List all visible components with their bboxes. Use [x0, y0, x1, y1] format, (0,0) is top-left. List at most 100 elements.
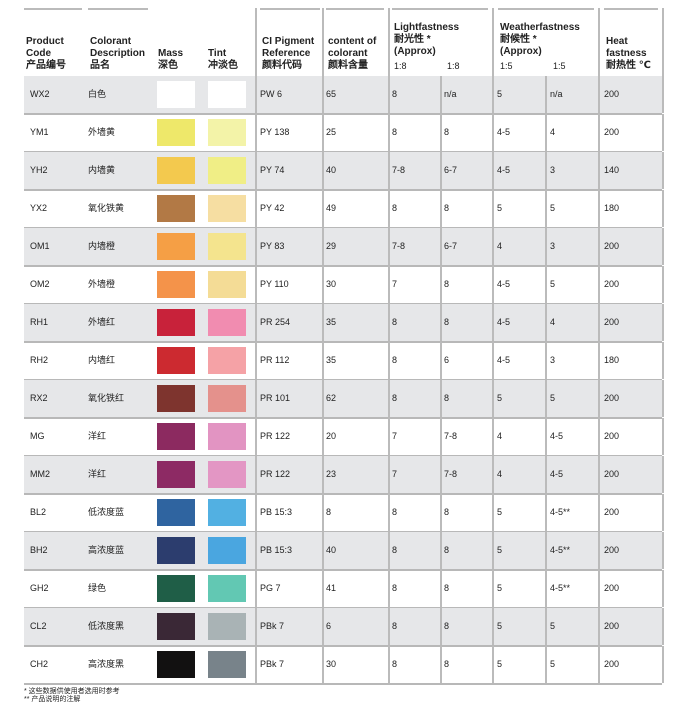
- cell-code: WX2: [30, 89, 50, 99]
- cell-lf1: 8: [392, 89, 398, 99]
- cell-code: CL2: [30, 621, 47, 631]
- cell-wf1: 5: [497, 621, 503, 631]
- mass-swatch: [157, 499, 195, 526]
- cell-code: YH2: [30, 165, 48, 175]
- column-divider: [492, 228, 494, 265]
- header-weather: Weatherfastness 耐候性 * (Approx) 1:5 1:5: [498, 8, 598, 76]
- mass-swatch: [157, 233, 195, 260]
- cell-heat: 200: [604, 241, 620, 251]
- tint-swatch: [208, 651, 246, 678]
- column-divider: [440, 266, 442, 303]
- cell-wf2: 5: [550, 393, 556, 403]
- header-product-line: Product: [26, 36, 64, 47]
- cell-lf2: 7-8: [444, 469, 458, 479]
- header-light-line: 耐光性 *: [394, 34, 431, 45]
- cell-content: 49: [326, 203, 337, 213]
- cell-lf1: 7-8: [392, 241, 406, 251]
- column-divider: [440, 152, 442, 189]
- cell-lf2: n/a: [444, 89, 457, 99]
- header-tint-line: Tint: [208, 48, 227, 59]
- cell-heat: 200: [604, 317, 620, 327]
- cell-ci: PY 83: [260, 241, 285, 251]
- column-divider: [492, 266, 494, 303]
- column-divider: [255, 152, 257, 189]
- tint-swatch: [208, 423, 246, 450]
- cell-wf2: 4: [550, 127, 556, 137]
- column-divider: [255, 646, 257, 683]
- cell-desc: 低浓度黑: [88, 621, 125, 631]
- header-rule: [24, 8, 82, 10]
- header-light-ratio: 1:8: [394, 61, 407, 71]
- table-row: BH2 高浓度蓝 PB 15:3 40 8 8 5 4-5** 200: [24, 532, 664, 571]
- header-colorant-line: Description: [90, 48, 146, 59]
- column-divider: [440, 456, 442, 493]
- column-divider: [662, 114, 664, 151]
- column-divider: [598, 418, 600, 455]
- column-divider: [322, 532, 324, 569]
- column-divider: [492, 608, 494, 645]
- column-divider: [255, 76, 257, 113]
- column-divider: [440, 380, 442, 417]
- cell-content: 35: [326, 317, 337, 327]
- header-weather-line: (Approx): [500, 46, 542, 57]
- column-divider: [545, 570, 547, 607]
- cell-code: MM2: [30, 469, 50, 479]
- cell-desc: 高浓度蓝: [88, 545, 125, 555]
- column-divider: [388, 228, 390, 265]
- cell-content: 25: [326, 127, 337, 137]
- header-heat-line: 耐热性 ℃: [606, 60, 651, 71]
- column-divider: [322, 494, 324, 531]
- cell-wf1: 5: [497, 583, 503, 593]
- cell-code: CH2: [30, 659, 49, 669]
- column-divider: [255, 494, 257, 531]
- column-divider: [255, 228, 257, 265]
- column-divider: [255, 570, 257, 607]
- column-divider: [388, 190, 390, 227]
- column-divider: [322, 380, 324, 417]
- column-divider: [492, 304, 494, 341]
- column-divider: [388, 266, 390, 303]
- tint-swatch: [208, 271, 246, 298]
- header-heat: Heat fastness 耐热性 ℃: [604, 8, 662, 76]
- tint-swatch: [208, 385, 246, 412]
- column-divider: [322, 114, 324, 151]
- column-divider: [492, 76, 494, 113]
- column-divider: [545, 456, 547, 493]
- column-divider: [440, 228, 442, 265]
- cell-desc: 氧化铁黄: [88, 203, 125, 213]
- column-divider: [545, 190, 547, 227]
- mass-swatch: [157, 575, 195, 602]
- cell-lf2: 6-7: [444, 241, 458, 251]
- cell-code: YX2: [30, 203, 48, 213]
- tint-swatch: [208, 461, 246, 488]
- header-tint: Tint 冲淡色: [206, 8, 256, 76]
- header-ci-line: CI Pigment: [262, 36, 315, 47]
- column-divider: [440, 570, 442, 607]
- cell-wf1: 5: [497, 659, 503, 669]
- footnote-2: ** 产品说明的注解: [24, 696, 81, 703]
- column-divider: [255, 380, 257, 417]
- header-weather-line: Weatherfastness: [500, 22, 580, 33]
- column-divider: [255, 190, 257, 227]
- column-divider: [440, 342, 442, 379]
- cell-desc: 洋红: [88, 431, 107, 441]
- tint-swatch: [208, 233, 246, 260]
- column-divider: [598, 152, 600, 189]
- column-divider: [662, 304, 664, 341]
- column-divider: [492, 380, 494, 417]
- cell-lf1: 8: [392, 393, 398, 403]
- column-divider: [545, 532, 547, 569]
- cell-ci: PBk 7: [260, 659, 285, 669]
- column-divider: [388, 570, 390, 607]
- cell-ci: PY 138: [260, 127, 290, 137]
- cell-lf2: 6: [444, 355, 450, 365]
- table-row: CH2 高浓度黑 PBk 7 30 8 8 5 5 200: [24, 646, 664, 685]
- column-divider: [598, 456, 600, 493]
- cell-ci: PR 112: [260, 355, 290, 365]
- tint-swatch: [208, 537, 246, 564]
- cell-heat: 200: [604, 89, 620, 99]
- column-divider: [662, 418, 664, 455]
- cell-wf1: 5: [497, 393, 503, 403]
- column-divider: [255, 342, 257, 379]
- header-product-line: 产品编号: [26, 60, 66, 71]
